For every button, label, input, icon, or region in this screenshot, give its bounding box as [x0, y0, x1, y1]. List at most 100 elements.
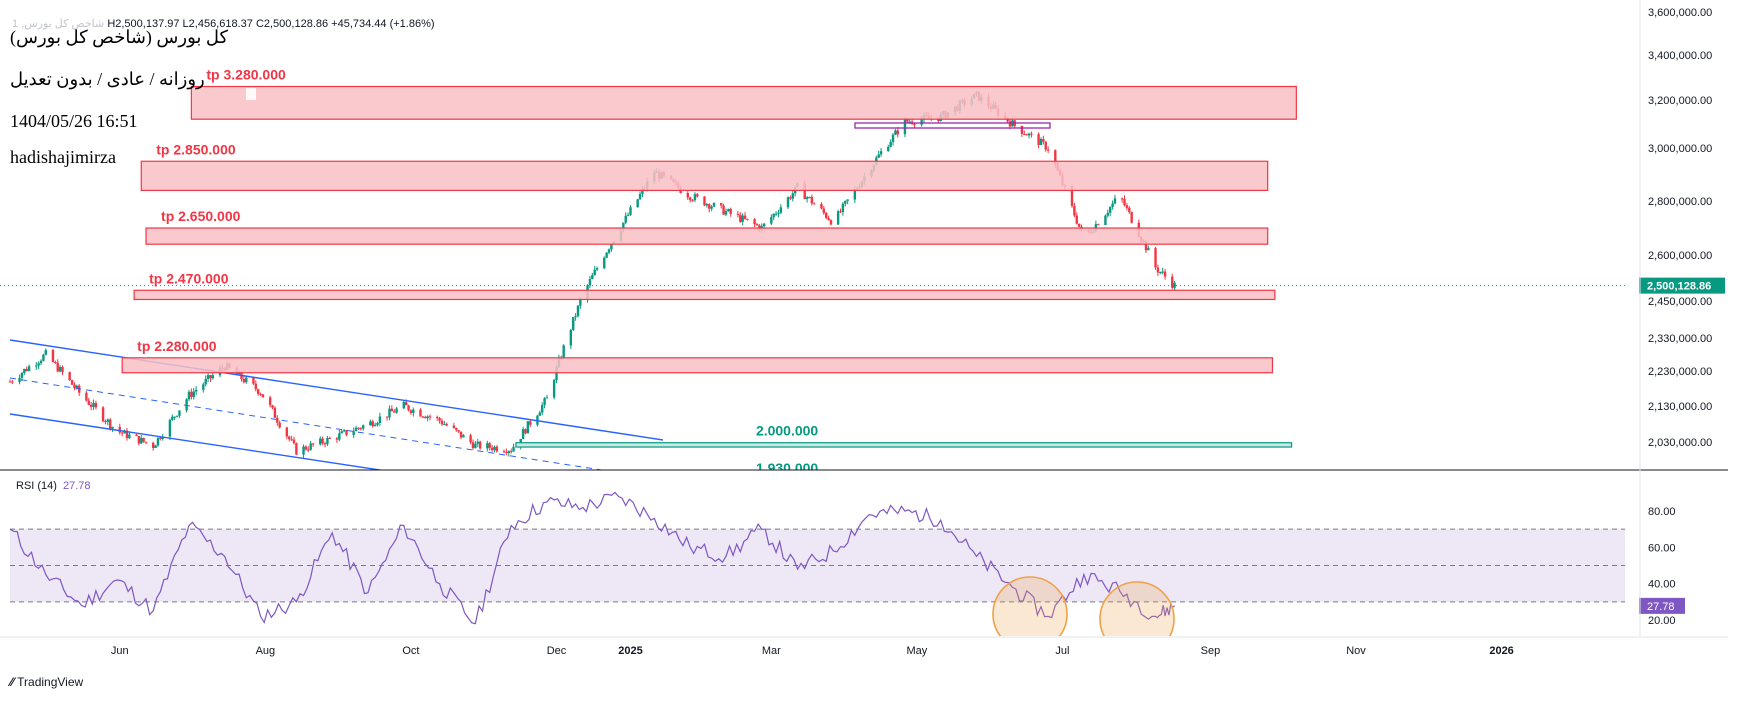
candle-body: [703, 196, 706, 206]
candle-body: [1042, 139, 1045, 142]
tp-zone-2[interactable]: [140, 160, 1269, 191]
candle-body: [328, 437, 331, 439]
support-zone-label: 2.000.000: [756, 423, 818, 439]
candle-body: [445, 424, 448, 426]
candle-body: [373, 424, 377, 427]
candle-body: [101, 407, 105, 422]
candle-body: [87, 400, 90, 405]
tp-zone-3[interactable]: [145, 227, 1269, 245]
candle-body: [1073, 205, 1076, 216]
candle-body: [471, 442, 475, 449]
candle-body: [211, 375, 215, 379]
candle-body: [254, 383, 258, 390]
candle-body: [252, 377, 255, 384]
candle-body: [457, 430, 460, 432]
candle-body: [58, 366, 62, 372]
candle-body: [555, 366, 558, 381]
candle-body: [696, 194, 699, 197]
rsi-pane[interactable]: [9, 491, 1640, 657]
candle-body: [1163, 271, 1167, 277]
candle-body: [896, 130, 899, 135]
candle-body: [693, 194, 697, 201]
rsi-value-badge[interactable]: [1639, 597, 1685, 614]
candle-body: [192, 391, 195, 397]
candle-body: [402, 401, 405, 409]
candle-body: [595, 268, 599, 270]
candle-body: [741, 215, 744, 222]
candle-body: [509, 451, 513, 453]
candle-body: [404, 401, 408, 406]
candle-body: [1123, 198, 1126, 206]
candle-body: [579, 299, 582, 306]
candle-body: [140, 437, 143, 444]
channel-lower-line[interactable]: [9, 413, 393, 472]
candle-body: [302, 446, 305, 455]
candle-body: [712, 203, 716, 207]
candle-body: [889, 141, 892, 147]
candle-body: [1106, 212, 1110, 216]
price-axis[interactable]: 3,600,000.00 3,400,000.00 3,200,000.00 3,00…: [1639, 7, 1725, 627]
purple-range-box[interactable]: [854, 122, 1051, 129]
candle-body: [443, 424, 446, 426]
candle-body: [710, 206, 713, 209]
candle-body: [705, 204, 709, 206]
candle-body: [111, 426, 114, 429]
candle-body: [495, 446, 499, 452]
candle-body: [1046, 149, 1050, 151]
candle-body: [295, 443, 298, 455]
candle-body: [827, 217, 830, 221]
rsi-legend: RSI (14) 27.78: [16, 480, 91, 492]
time-tick-label: Jun: [111, 645, 129, 657]
price-tick-label: 2,800,000.00: [1648, 196, 1712, 208]
candle-body: [428, 416, 432, 418]
tp-zone-1[interactable]: [190, 85, 1297, 120]
candle-body: [106, 419, 110, 422]
tradingview-logo[interactable]: ⁄⁄ TradingView: [10, 675, 84, 689]
time-axis[interactable]: Jun Aug Oct Dec 2025 Mar May Jul Sep Nov 2026: [0, 0, 1728, 657]
rsi-highlight-circle-2[interactable]: [1099, 581, 1175, 656]
candle-body: [552, 380, 556, 398]
price-pane[interactable]: tp 3.280.000 tp 2.850.000 tp 2.650.000 tp 2…: [0, 67, 1640, 477]
candle-body: [746, 218, 749, 220]
candle-body: [729, 209, 732, 214]
candle-body: [268, 397, 272, 406]
time-tick-label: Oct: [402, 645, 419, 657]
price-tick-label: 3,000,000.00: [1648, 143, 1712, 155]
rsi-line[interactable]: [9, 491, 1175, 625]
candle-body: [1111, 203, 1114, 207]
candle-body: [920, 119, 923, 125]
candle-body: [540, 404, 544, 413]
candle-body: [808, 196, 811, 198]
candle-body: [822, 208, 826, 213]
candle-body: [144, 441, 148, 443]
candle-body: [607, 249, 611, 253]
candle-body: [641, 188, 644, 194]
rsi-highlight-circle-1[interactable]: [992, 576, 1068, 651]
candle-body: [75, 385, 79, 388]
candle-body: [839, 211, 842, 213]
candle-body: [574, 316, 577, 318]
candle-body: [393, 411, 396, 413]
candle-body: [724, 211, 728, 215]
tp-zone-5[interactable]: [121, 357, 1274, 374]
candle-body: [462, 435, 465, 438]
candle-body: [354, 427, 358, 432]
candle-body: [774, 213, 778, 215]
support-zone[interactable]: [515, 442, 1293, 448]
candle-body: [209, 375, 212, 379]
tp-zone-4[interactable]: [133, 289, 1276, 301]
index-title: کل بورس (شاخص کل بورس): [10, 27, 229, 47]
candle-body: [488, 443, 491, 448]
candle-body: [894, 130, 897, 135]
candle-body: [321, 438, 324, 444]
tv-logo-icon: ⁄⁄: [10, 675, 15, 689]
candle-body: [44, 350, 47, 355]
last-price-badge[interactable]: [1639, 277, 1725, 294]
channel-upper-line[interactable]: [9, 339, 664, 441]
candle-body: [490, 447, 494, 451]
candle-body: [435, 416, 439, 418]
zone-handle[interactable]: [246, 88, 256, 100]
channel-mid-line[interactable]: [9, 377, 640, 476]
